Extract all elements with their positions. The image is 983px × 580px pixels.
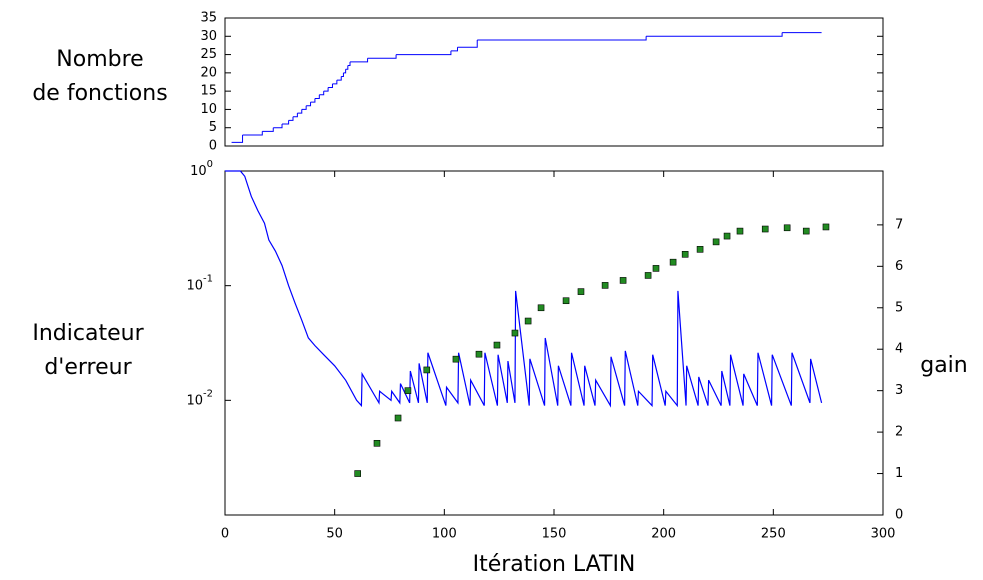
step-segment (319, 91, 325, 96)
marker (669, 258, 677, 266)
y2-tick-label: 0 (895, 508, 903, 523)
y-tick-base: 10 (186, 393, 203, 408)
y-tick-label: 15 (200, 84, 217, 99)
step-segment (242, 131, 263, 136)
y2-tick-label: 5 (895, 300, 903, 315)
marker (404, 387, 412, 394)
y-tick-exponent: 0 (207, 159, 213, 170)
marker (723, 232, 731, 240)
step-segment (345, 65, 349, 70)
marker (619, 277, 627, 284)
y-tick-label: 25 (200, 47, 217, 62)
step-segment (336, 76, 342, 81)
marker (601, 282, 609, 289)
y-tick-label: 100 (190, 159, 213, 179)
y-label: de fonctions (32, 81, 167, 106)
y-tick-label: 0 (209, 139, 217, 154)
y2-tick-label: 3 (895, 383, 903, 398)
y2-tick-label: 4 (895, 342, 903, 357)
marker (783, 224, 791, 232)
step-segment (231, 135, 244, 143)
marker (452, 355, 460, 363)
marker (493, 341, 501, 349)
marker (577, 288, 585, 295)
step-segment (396, 50, 452, 56)
marker (537, 304, 545, 312)
y-tick-label: 10-1 (186, 274, 213, 294)
y-tick-base: 10 (186, 278, 203, 293)
top-frame (224, 17, 884, 147)
step-segment (350, 58, 369, 63)
marker (736, 227, 744, 235)
step-segment (262, 127, 274, 132)
y2-label: gain (920, 353, 968, 378)
marker (562, 297, 570, 305)
x-label: Itération LATIN (473, 552, 636, 577)
y-tick-label: 20 (200, 65, 217, 80)
marker (652, 265, 660, 272)
step-segment (343, 69, 347, 74)
y-tick-label: 5 (209, 120, 217, 135)
y-tick-label: 35 (200, 11, 217, 26)
y-tick-exponent: -2 (203, 388, 213, 399)
marker (822, 223, 830, 231)
x-tick-label: 50 (326, 527, 343, 542)
marker (681, 251, 689, 258)
step-segment (367, 54, 397, 59)
marker (511, 329, 519, 337)
y2-tick-label: 2 (895, 425, 903, 440)
x-tick-label: 150 (542, 527, 567, 542)
step-segment (332, 80, 338, 85)
step-segment (347, 61, 351, 67)
step-segment (310, 98, 316, 103)
y-label: Nombre (56, 47, 143, 72)
step-segment (323, 87, 329, 92)
x-tick-label: 300 (871, 527, 896, 542)
marker (354, 470, 361, 477)
marker (394, 414, 402, 422)
step-segment (328, 83, 333, 88)
y-tick-base: 10 (190, 164, 207, 179)
y-label: Indicateur (32, 321, 144, 346)
y2-tick-label: 7 (895, 217, 903, 232)
y2-tick-label: 6 (895, 259, 903, 274)
marker (712, 238, 720, 246)
x-tick-label: 250 (761, 527, 786, 542)
step-segment (341, 72, 344, 78)
step-segment (292, 113, 298, 118)
step-segment (297, 109, 303, 114)
step-segment (282, 120, 290, 125)
x-tick-label: 200 (651, 527, 676, 542)
marker (475, 350, 483, 358)
y-tick-exponent: -1 (203, 274, 213, 285)
marker (373, 439, 381, 447)
step-segment (477, 36, 647, 41)
marker (761, 225, 769, 233)
x-tick-label: 100 (432, 527, 457, 542)
marker (696, 246, 704, 253)
line (225, 170, 823, 408)
y2-tick-label: 1 (895, 466, 903, 481)
step-segment (457, 39, 478, 48)
step-segment (306, 102, 312, 107)
y-tick-label: 30 (200, 29, 217, 44)
y-label: d'erreur (44, 355, 132, 380)
marker (524, 317, 532, 325)
marker (423, 366, 431, 374)
y-tick-label: 10-2 (186, 388, 213, 408)
step-segment (314, 94, 320, 99)
bottom-frame (224, 170, 884, 516)
step-segment (301, 105, 307, 110)
step-segment (450, 47, 458, 52)
step-segment (273, 124, 283, 129)
marker (802, 227, 810, 235)
y-tick-label: 10 (200, 102, 217, 117)
x-tick-label: 0 (221, 527, 229, 542)
step-segment (288, 116, 294, 121)
step-segment (646, 32, 783, 37)
marker (644, 272, 652, 279)
